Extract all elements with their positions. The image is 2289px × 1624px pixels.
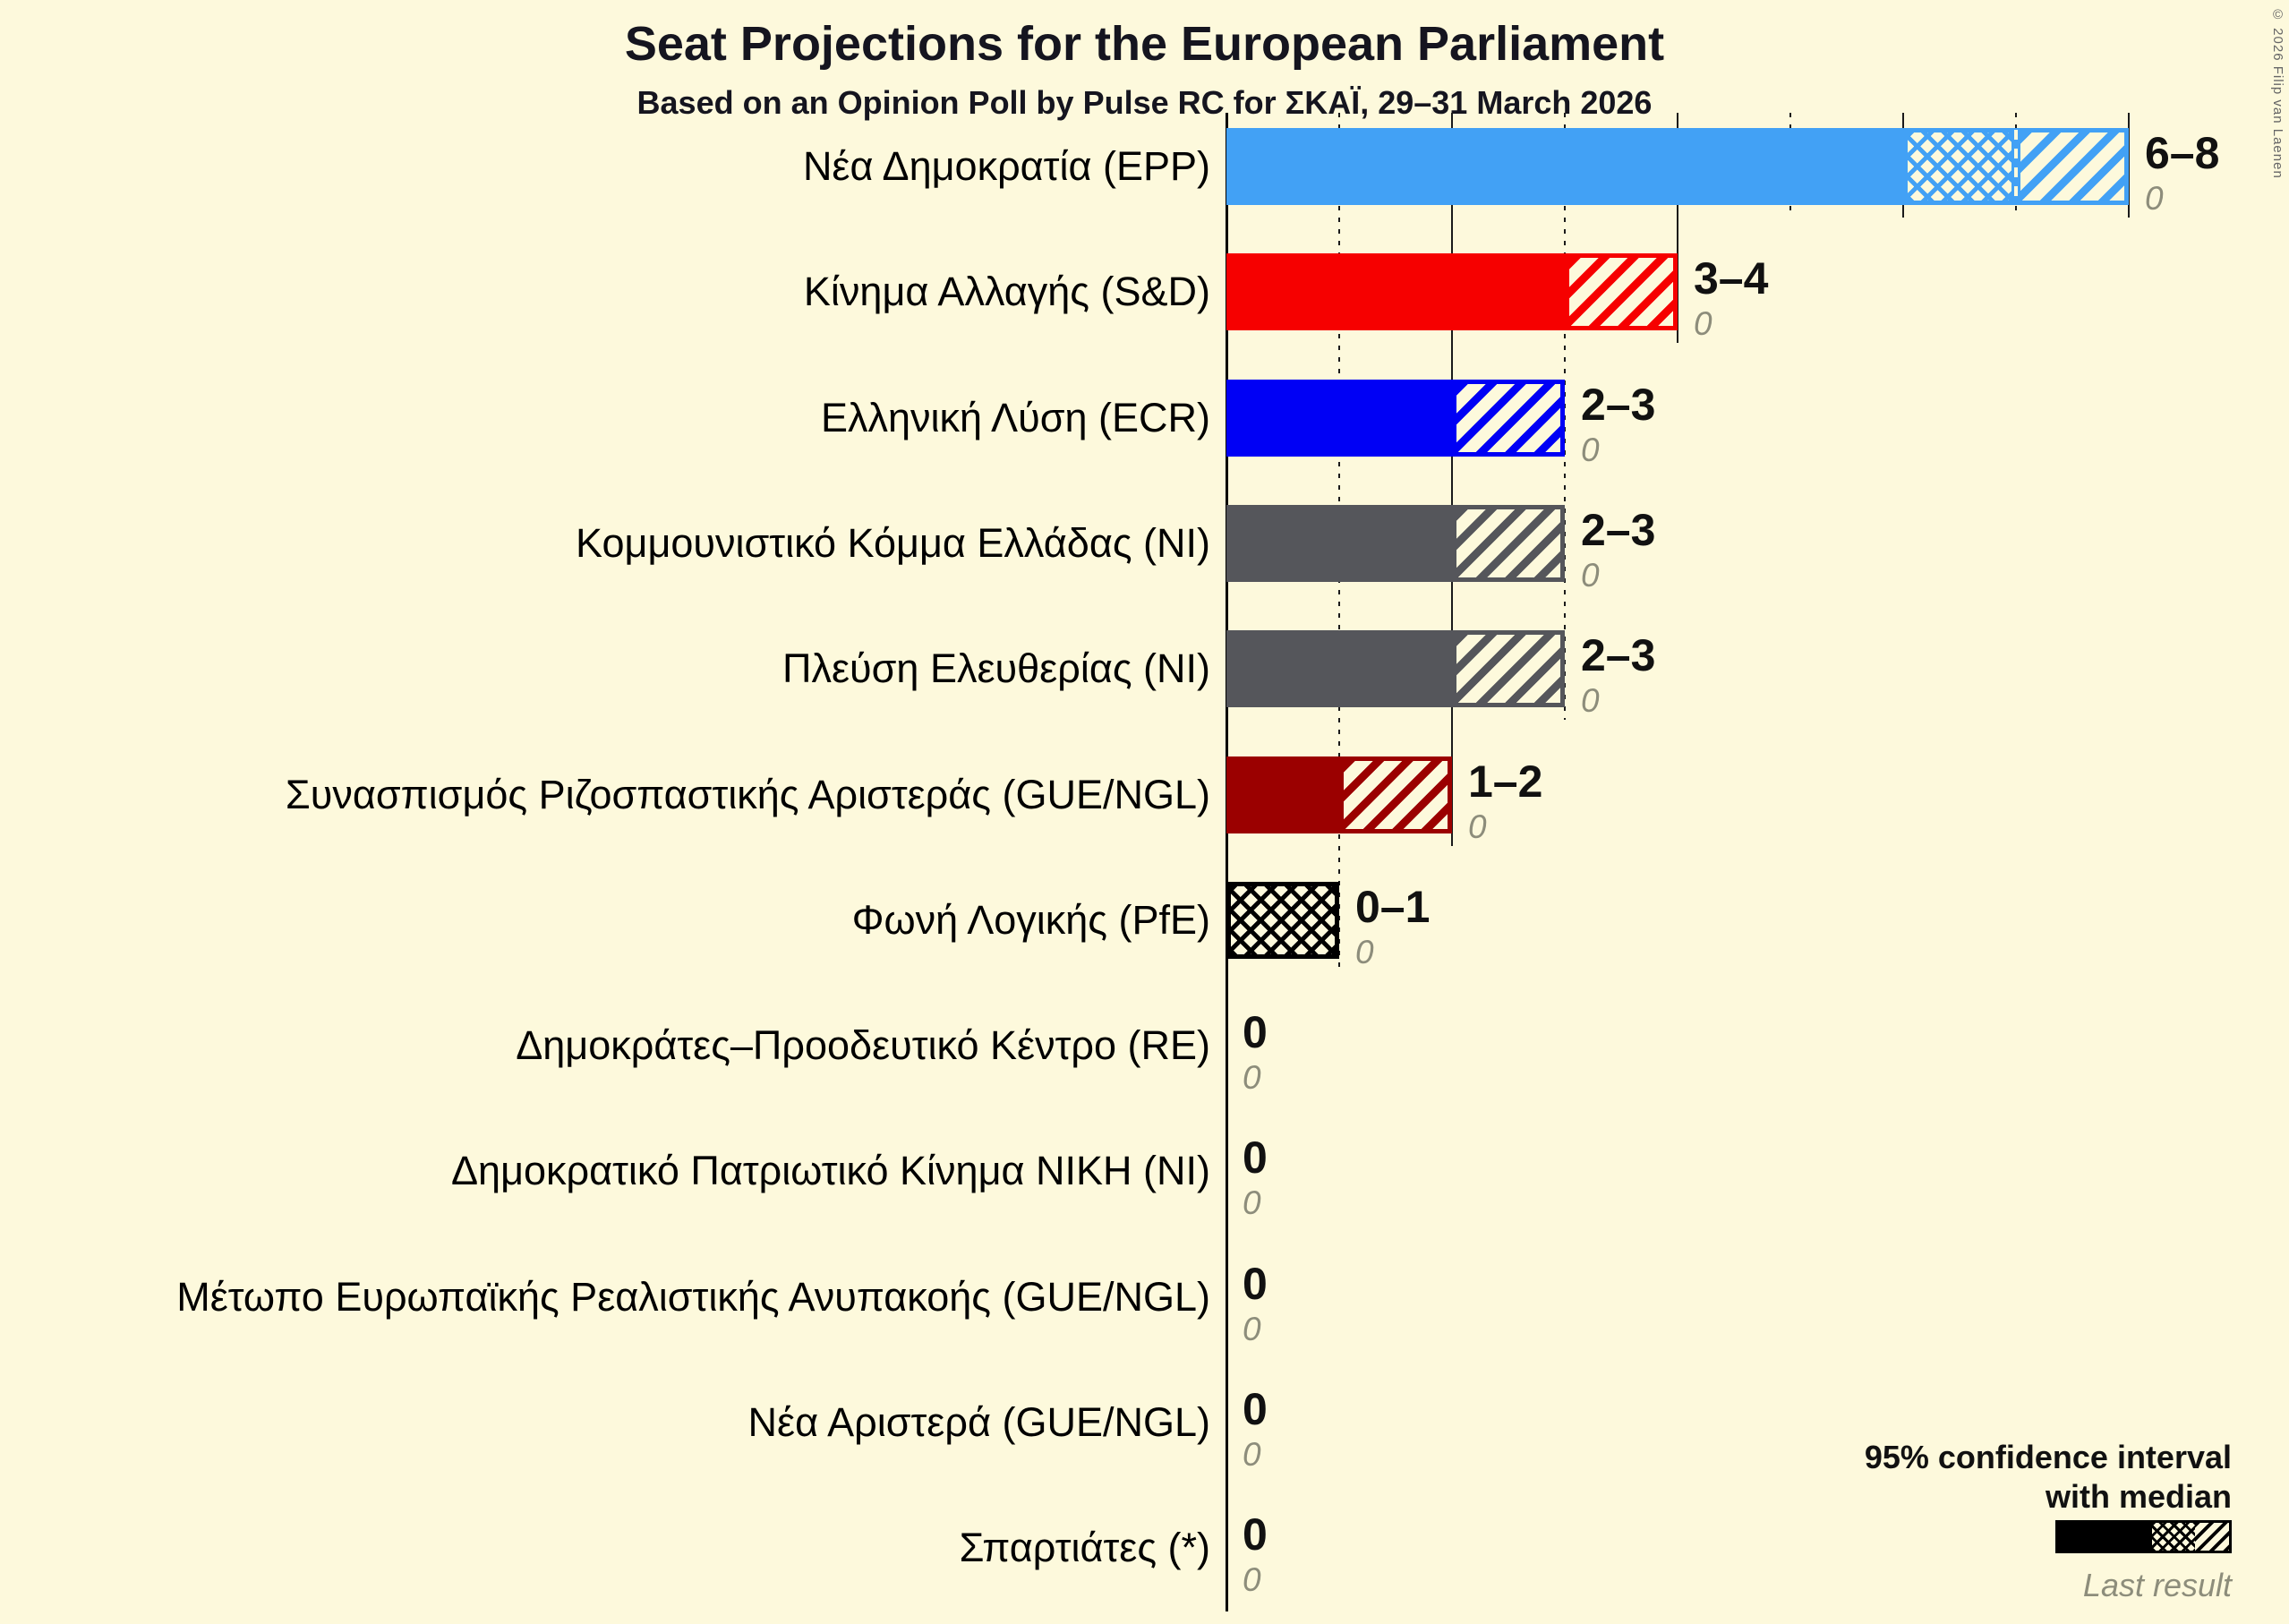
legend-diagonal-swatch	[2194, 1523, 2229, 1551]
party-label: Σπαρτιάτες (*)	[959, 1525, 1210, 1571]
value-label-group: 3–4 0	[1694, 253, 1768, 343]
chart-title: Seat Projections for the European Parlia…	[624, 17, 1665, 71]
last-result-value: 0	[1243, 1436, 1261, 1473]
party-label: Νέα Δημοκρατία (EPP)	[802, 143, 1210, 189]
ci-label: 3–4	[1694, 253, 1769, 304]
ci-label: 2–3	[1581, 379, 1656, 430]
y-axis	[1226, 113, 1228, 1611]
copyright-notice: © 2026 Filip van Laenen	[2270, 7, 2285, 179]
legend-line-2: with median	[2045, 1478, 2232, 1515]
last-result-value: 0	[1581, 556, 1600, 594]
last-result-value: 0	[1581, 431, 1600, 468]
ci-label: 6–8	[2145, 128, 2220, 178]
gridline-2	[1451, 113, 1453, 846]
party-label: Κομμουνιστικό Κόμμα Ελλάδας (NI)	[576, 519, 1210, 566]
gridline-3	[1564, 113, 1566, 721]
chart-subtitle: Based on an Opinion Poll by Pulse RC for…	[636, 84, 1653, 121]
party-label: Νέα Αριστερά (GUE/NGL)	[747, 1399, 1210, 1445]
party-label: Δημοκράτες–Προοδευτικό Κέντρο (RE)	[516, 1022, 1210, 1069]
last-result-value: 0	[1243, 1561, 1261, 1599]
value-label-group: 2–3 0	[1581, 630, 1655, 720]
value-label-group: 1–2 0	[1468, 756, 1542, 846]
last-result-value: 0	[1243, 1310, 1261, 1347]
ci-label: 2–3	[1581, 504, 1656, 555]
party-label: Ελληνική Λύση (ECR)	[820, 394, 1210, 440]
ci-label: 2–3	[1581, 630, 1656, 681]
bar-segment-diagonal	[1452, 379, 1565, 457]
bar-segment-solid	[1226, 504, 1452, 582]
bar-segment-solid	[1226, 128, 1903, 205]
last-result-value: 0	[1243, 1059, 1261, 1097]
bar-segment-diagonal	[1452, 630, 1565, 708]
bar-segment-solid	[1226, 379, 1452, 457]
legend-title: 95% confidence interval with median	[1865, 1438, 2232, 1517]
bar-segment-diagonal	[1339, 756, 1452, 833]
bar-segment-solid	[1226, 253, 1565, 331]
last-result-value: 0	[1581, 682, 1600, 720]
bar-segment-crosshatch	[1903, 128, 2016, 205]
bar-segment-diagonal	[2016, 128, 2129, 205]
value-label-group: 6–8 0	[2145, 128, 2219, 218]
party-label: Δημοκρατικό Πατριωτικό Κίνημα ΝΙΚΗ (NI)	[450, 1148, 1210, 1194]
value-label-group: 2–3 0	[1581, 380, 1655, 469]
party-label: Πλεύση Ελευθερίας (NI)	[782, 645, 1210, 692]
legend-crosshatch-swatch	[2152, 1523, 2195, 1551]
ci-label: 0–1	[1355, 881, 1431, 932]
bar-segment-solid	[1226, 756, 1339, 833]
bar-segment-solid	[1226, 630, 1452, 708]
last-result-value: 0	[2145, 180, 2164, 217]
median-line	[2014, 130, 2018, 203]
legend-solid-swatch	[2058, 1523, 2153, 1551]
party-label: Φωνή Λογικής (PfE)	[851, 896, 1210, 943]
bar-segment-diagonal	[1452, 504, 1565, 582]
value-label-group: 2–3 0	[1581, 505, 1655, 594]
ci-label: 0	[1243, 1258, 1268, 1309]
ci-label: 1–2	[1468, 756, 1543, 807]
legend-last-result-label: Last result	[2082, 1567, 2232, 1603]
last-result-value: 0	[1355, 933, 1374, 970]
party-label: Κίνημα Αλλαγής (S&D)	[803, 269, 1210, 315]
ci-label: 0	[1243, 1133, 1268, 1184]
party-label: Μέτωπο Ευρωπαϊκής Ρεαλιστικής Ανυπακοής …	[176, 1273, 1210, 1320]
ci-label: 0	[1243, 1509, 1268, 1560]
value-label-group: 0–1 0	[1355, 882, 1430, 971]
gridline-4	[1677, 113, 1678, 344]
ci-label: 0	[1243, 1007, 1268, 1058]
party-label: Συνασπισμός Ριζοσπαστικής Αριστεράς (GUE…	[285, 771, 1210, 817]
last-result-value: 0	[1243, 1184, 1261, 1222]
last-result-value: 0	[1468, 808, 1487, 845]
bar-segment-crosshatch	[1226, 881, 1339, 959]
bar-segment-diagonal	[1565, 253, 1678, 331]
ci-label: 0	[1243, 1384, 1268, 1434]
legend-sample-bar	[2055, 1520, 2232, 1553]
gridline-8	[2128, 113, 2130, 218]
legend-line-1: 95% confidence interval	[1864, 1439, 2232, 1475]
last-result-value: 0	[1694, 305, 1712, 343]
